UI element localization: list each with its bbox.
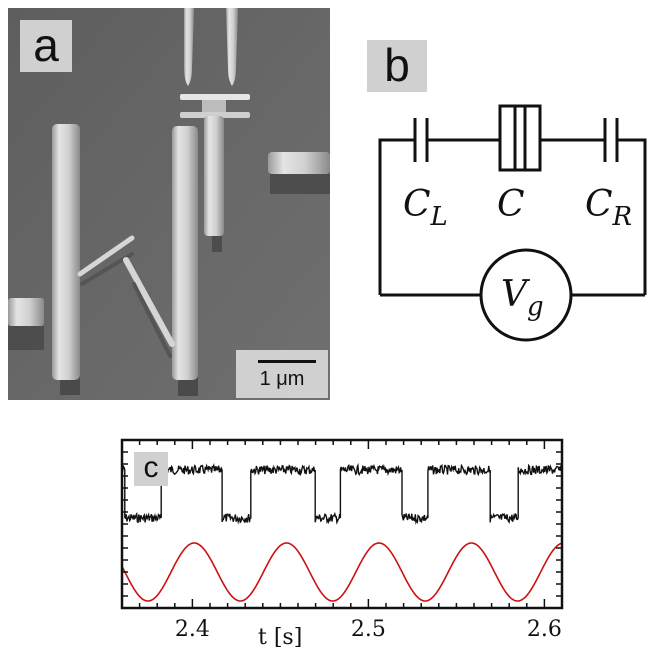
right-electrode-bar [172,126,198,380]
plot-frame [120,438,564,610]
time-trace-chart: 2.4 2.5 2.6 t [s] [120,438,564,650]
scale-bar-label: 1 μm [259,368,305,390]
center-capacitor-box [498,104,542,172]
drive-sinusoid-trace [121,542,563,602]
sem-image-panel: a 1 μm [8,8,330,400]
panel-label-a: a [20,20,72,72]
x-tick-label: 2.6 [527,617,562,642]
x-axis-label: t [s] [258,625,302,650]
scale-bar: 1 μm [236,350,328,398]
panel-label-b: b [367,40,427,92]
panel-label-c: c [134,452,168,486]
circuit-diagram: CL C CR Vg [378,104,647,342]
label-c-left: CL [403,184,448,232]
voltage-source-circle [479,248,573,342]
scale-bar-line [258,360,316,363]
x-tick-label: 2.5 [351,617,386,642]
time-trace-panel: 2.4 2.5 2.6 t [s] c [110,432,660,651]
label-c-center: C [497,184,525,225]
telegraph-signal-trace [121,462,563,525]
label-voltage-source: Vg [501,274,544,322]
left-electrode-bar [52,124,80,380]
circuit-panel: CL C CR Vg b [355,40,655,370]
x-tick-label: 2.4 [175,617,210,642]
label-c-right: CR [585,184,632,232]
sem-micrograph [8,8,330,400]
